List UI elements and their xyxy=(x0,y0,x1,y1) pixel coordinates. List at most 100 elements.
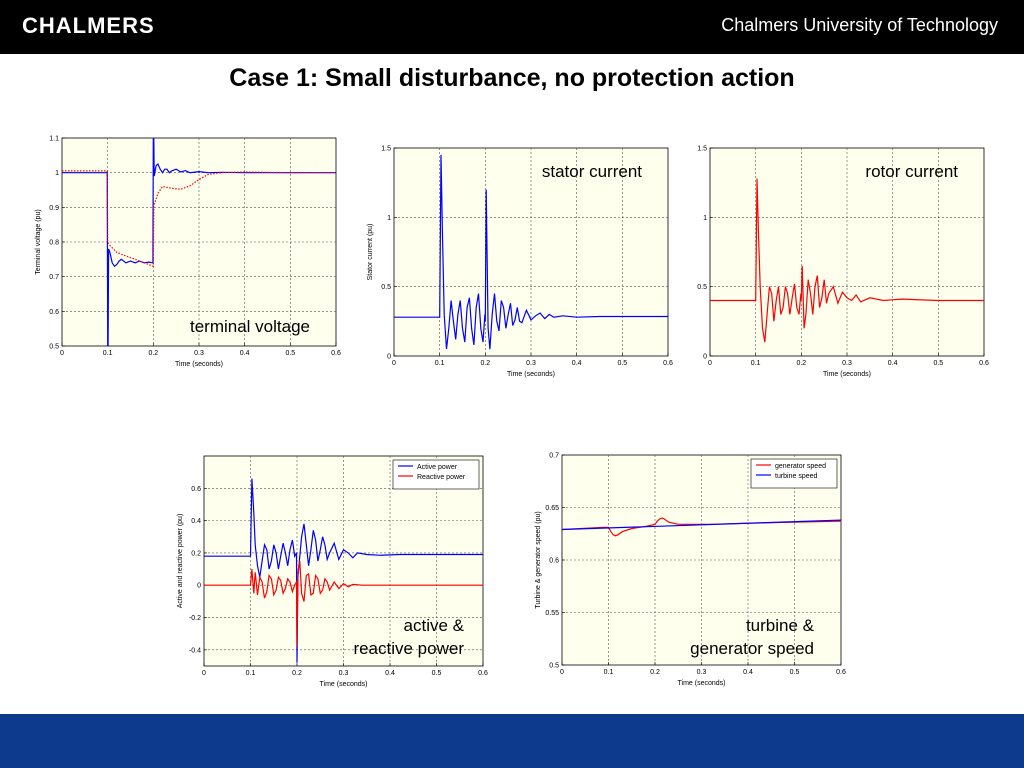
y-tick-label: 1.5 xyxy=(381,146,391,153)
active-reactive-power-chart: 0 0.1 0.2 0.3 0.4 0.5 0.6 -0.4 -0.2 0 0.2 0.4 0.6 Tim… xyxy=(177,455,488,688)
y-tick-label: 1 xyxy=(387,215,391,222)
y-axis-label: Terminal voltage (pu) xyxy=(35,209,42,274)
x-tick-label: 0.4 xyxy=(240,350,250,357)
y-tick-label: 0.5 xyxy=(549,663,559,670)
x-tick-label: 0.6 xyxy=(663,360,673,367)
y-tick-label: 0.2 xyxy=(191,550,201,557)
series-line xyxy=(62,170,336,268)
series-line xyxy=(562,519,841,531)
x-tick-label: 0 xyxy=(708,360,712,367)
legend-box xyxy=(392,459,480,490)
x-tick-label: 0.4 xyxy=(743,669,753,676)
x-tick-label: 0.6 xyxy=(979,360,989,367)
legend-box xyxy=(750,458,838,489)
y-axis-label: Stator current (pu) xyxy=(367,224,374,281)
x-axis-label: Time (seconds) xyxy=(320,681,368,688)
x-tick-label: 0.5 xyxy=(432,670,442,677)
x-axis-label: Time (seconds) xyxy=(507,371,555,378)
x-tick-label: 0 xyxy=(202,670,206,677)
x-tick-label: 0.5 xyxy=(790,669,800,676)
legend-label: Reactive power xyxy=(417,474,466,481)
x-axis-label: Time (seconds) xyxy=(175,361,223,368)
y-tick-label: 1.5 xyxy=(697,146,707,153)
y-tick-label: 0.4 xyxy=(191,518,201,525)
y-tick-label: 0.6 xyxy=(549,558,559,565)
series-line xyxy=(204,560,483,647)
series-line xyxy=(62,138,336,346)
x-tick-label: 0.1 xyxy=(435,360,445,367)
x-tick-label: 0 xyxy=(60,350,64,357)
x-tick-label: 0.3 xyxy=(526,360,536,367)
x-tick-label: 0.3 xyxy=(697,669,707,676)
x-tick-label: 0.2 xyxy=(480,360,490,367)
x-tick-label: 0.4 xyxy=(888,360,898,367)
x-tick-label: 0.4 xyxy=(572,360,582,367)
chalmers-logo: CHALMERS xyxy=(22,13,155,38)
rotor-current-annotation: rotor current xyxy=(790,160,958,183)
annotation-line: generator speed xyxy=(690,639,814,658)
y-tick-label: 0.55 xyxy=(545,610,559,617)
y-tick-label: 0.65 xyxy=(545,505,559,512)
y-axis-label: Active and reactive power (pu) xyxy=(177,514,184,609)
turbine-generator-speed-annotation: turbine & generator speed xyxy=(650,614,814,660)
y-tick-label: 0 xyxy=(197,583,201,590)
y-tick-label: 0.9 xyxy=(49,205,59,212)
x-tick-label: 0.3 xyxy=(194,350,204,357)
x-tick-label: 0.2 xyxy=(292,670,302,677)
y-tick-label: 1.1 xyxy=(49,136,59,143)
y-tick-label: -0.4 xyxy=(189,647,201,654)
y-tick-label: 0.5 xyxy=(697,284,707,291)
stator-current-annotation: stator current xyxy=(470,160,642,183)
y-tick-label: 0.7 xyxy=(549,453,559,460)
legend-label: Active power xyxy=(417,464,458,471)
terminal-voltage-chart: 0 0.1 0.2 0.3 0.4 0.5 0.6 0.5 0.6 0.7 0.8 0.9 1 1.1 Ti… xyxy=(35,136,341,369)
y-tick-label: 1 xyxy=(703,215,707,222)
header-bar: CHALMERS Chalmers University of Technolo… xyxy=(0,0,1024,54)
y-tick-label: 0 xyxy=(703,354,707,361)
x-tick-label: 0.5 xyxy=(933,360,943,367)
y-tick-label: 0.8 xyxy=(49,240,59,247)
annotation-line: rotor current xyxy=(865,162,958,181)
y-tick-label: 0 xyxy=(387,354,391,361)
university-name: Chalmers University of Technology xyxy=(721,15,998,35)
x-tick-label: 0 xyxy=(560,669,564,676)
x-tick-label: 0.1 xyxy=(751,360,761,367)
footer-bar xyxy=(0,714,1024,768)
y-tick-label: -0.2 xyxy=(189,615,201,622)
x-tick-label: 0.6 xyxy=(478,670,488,677)
x-tick-label: 0.5 xyxy=(285,350,295,357)
annotation-line: stator current xyxy=(541,162,642,181)
active-reactive-power-annotation: active & reactive power xyxy=(300,614,464,660)
y-tick-label: 0.7 xyxy=(49,274,59,281)
y-tick-label: 0.5 xyxy=(49,344,59,351)
x-tick-label: 0.6 xyxy=(836,669,846,676)
x-tick-label: 0.4 xyxy=(385,670,395,677)
x-tick-label: 0.2 xyxy=(148,350,158,357)
legend-label: turbine speed xyxy=(775,473,818,480)
x-tick-label: 0.2 xyxy=(796,360,806,367)
rotor-current-chart: 0 0.1 0.2 0.3 0.4 0.5 0.6 0 0.5 1 1.5 Time (seconds… xyxy=(697,146,989,379)
series-line xyxy=(710,178,984,343)
x-tick-label: 0.3 xyxy=(339,670,349,677)
x-tick-label: 0.2 xyxy=(650,669,660,676)
x-tick-label: 0.3 xyxy=(842,360,852,367)
stator-current-chart: 0 0.1 0.2 0.3 0.4 0.5 0.6 0 0.5 1 1.5 Time (seconds… xyxy=(367,146,673,379)
y-tick-label: 0.6 xyxy=(191,486,201,493)
y-tick-label: 0.6 xyxy=(49,309,59,316)
series-line xyxy=(394,154,668,350)
annotation-line: active & xyxy=(403,616,464,635)
x-axis-label: Time (seconds) xyxy=(823,371,871,378)
annotation-line: reactive power xyxy=(353,639,464,658)
x-tick-label: 0.5 xyxy=(617,360,627,367)
annotation-line: terminal voltage xyxy=(189,317,310,336)
x-tick-label: 0.1 xyxy=(246,670,256,677)
legend-label: generator speed xyxy=(775,463,826,470)
terminal-voltage-annotation: terminal voltage xyxy=(140,315,310,338)
y-tick-label: 1 xyxy=(55,170,59,177)
x-tick-label: 0.1 xyxy=(604,669,614,676)
y-tick-label: 0.5 xyxy=(381,284,391,291)
slide-title: Case 1: Small disturbance, no protection… xyxy=(229,64,795,92)
x-axis-label: Time (seconds) xyxy=(678,680,726,687)
x-tick-label: 0.6 xyxy=(331,350,341,357)
annotation-line: turbine & xyxy=(745,616,814,635)
